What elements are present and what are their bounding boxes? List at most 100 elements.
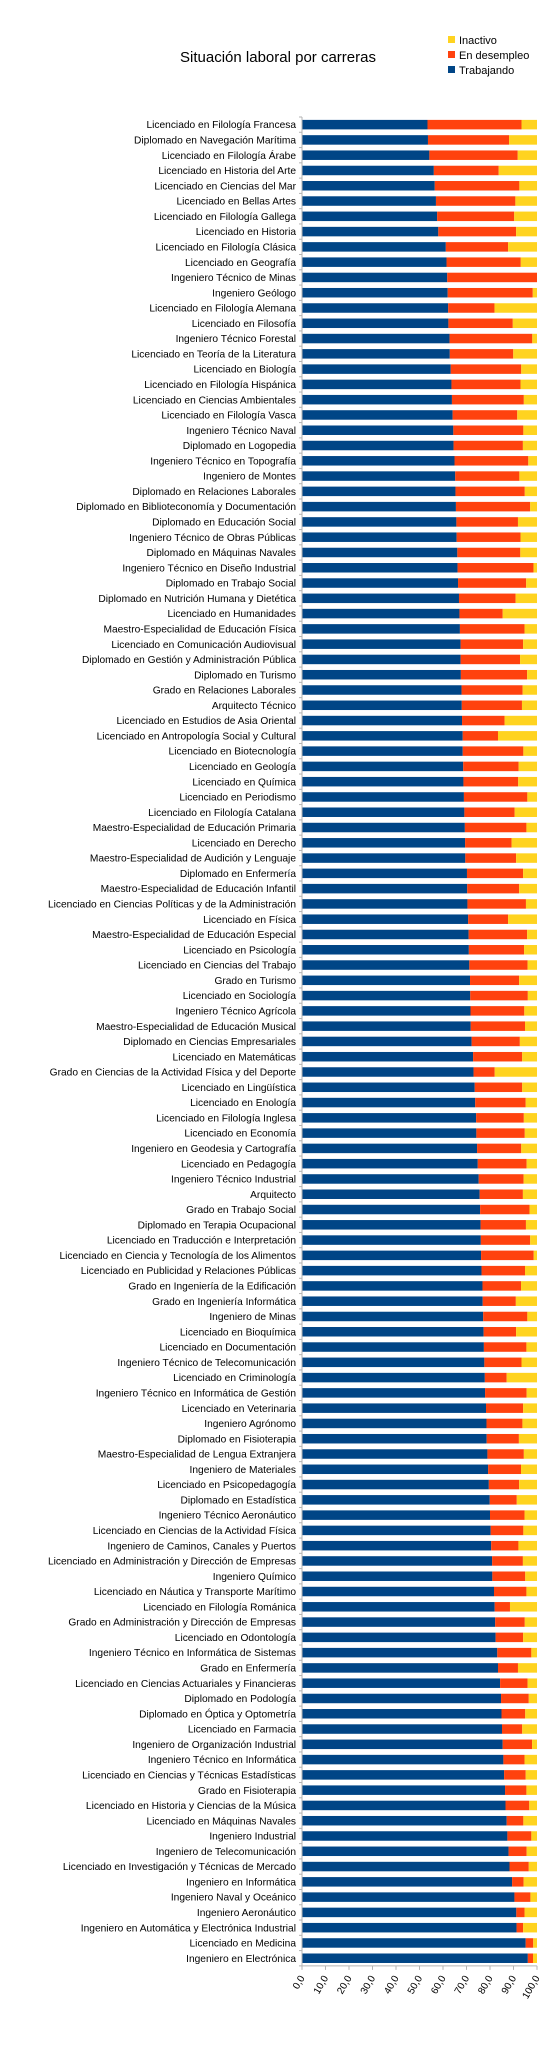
bar-segment-trabajando [302,685,462,695]
y-tick-label: Licenciado en Antropología Social y Cult… [97,731,296,742]
bar-segment-inactivo [519,1036,537,1047]
y-tick-label: Ingeniero Técnico de Obras Públicas [129,533,296,544]
bar-segment-inactivo [523,1113,537,1123]
bar-segment-inactivo [524,1510,537,1520]
bar-segment-trabajando [302,1281,483,1291]
bar-segment-inactivo [518,761,537,772]
bar-segment-en-desempleo [476,1113,524,1123]
chart-legend: Inactivo En desempleo Trabajando [448,35,529,77]
bar-segment-trabajando [302,792,464,802]
y-tick-label: Diplomado en Trabajo Social [166,579,296,590]
y-tick-label: Licenciado en Geografía [185,258,296,269]
y-tick-label: Diplomado en Nutrición Humana y Dietétic… [98,594,296,605]
x-tick-label: 0,0 [291,1974,308,1992]
bar-segment-inactivo [527,1678,537,1688]
bar-segment-inactivo [525,1021,537,1031]
bar-segment-trabajando [302,1510,490,1520]
y-tick-label: Grado en Fisioterapia [198,1786,296,1797]
y-tick-label: Licenciado en Física [203,915,296,926]
bar-segment-trabajando [302,1540,492,1551]
bar-segment-trabajando [302,1006,471,1016]
bar-segment-en-desempleo [502,1739,533,1750]
bar-segment-inactivo [524,1006,537,1016]
bar-segment-en-desempleo [478,1174,524,1184]
bar-segment-trabajando [302,547,458,558]
bar-segment-en-desempleo [508,1846,527,1857]
bar-segment-en-desempleo [503,1754,525,1765]
bar-segment-en-desempleo [480,1204,530,1215]
bar-segment-en-desempleo [477,1158,527,1169]
bar-segment-en-desempleo [482,1296,516,1306]
bar-segment-trabajando [302,1586,494,1597]
bar-segment-inactivo [521,364,537,374]
bar-segment-en-desempleo [473,1051,523,1062]
bar-segment-trabajando [302,1250,482,1261]
legend-swatch [448,51,455,58]
bar-segment-en-desempleo [500,1678,528,1688]
bar-segment-en-desempleo [459,608,503,619]
bar-segment-en-desempleo [456,532,521,542]
bar-segment-inactivo [497,731,537,741]
bar-segment-inactivo [527,669,537,680]
bar-segment-trabajando [302,440,454,451]
bar-segment-inactivo [523,1174,537,1184]
y-tick-label: Arquitecto [250,1190,296,1201]
y-tick-label: Licenciado en Psicología [183,945,296,956]
bar-segment-trabajando [302,456,455,466]
bar-segment-trabajando [302,1678,501,1688]
bar-segment-inactivo [523,746,537,756]
y-axis-labels: Licenciado en Filología Francesa Diplomad… [48,120,297,1965]
y-tick-label: Licenciado en Ciencias Ambientales [133,395,296,406]
bar-segment-en-desempleo [495,1617,525,1627]
bar-segment-inactivo [532,1739,537,1750]
y-tick-label: Ingeniero de Montes [203,472,296,483]
bar-segment-inactivo [523,1815,537,1826]
bar-segment-en-desempleo [483,1342,527,1352]
bar-segment-inactivo [523,394,537,405]
y-tick-label: Licenciado en Filología Clásica [156,242,297,253]
y-tick-label: Maestro-Especialidad de Audición y Lengu… [90,854,296,865]
bar-segment-en-desempleo [486,1403,524,1413]
bar-segment-trabajando [302,1479,489,1490]
bar-segment-en-desempleo [460,639,524,649]
bar-segment-trabajando [302,1433,487,1444]
bar-segment-trabajando [302,593,459,604]
bar-segment-inactivo [515,196,537,206]
bar-segment-trabajando [302,883,468,894]
bar-segment-inactivo [509,135,537,145]
y-tick-label: Licenciado en Farmacia [188,1725,296,1736]
bar-segment-inactivo [513,349,537,359]
y-tick-label: Licenciado en Filología Hispánica [144,380,296,391]
bar-segment-inactivo [508,242,537,252]
bar-segment-en-desempleo [497,1663,518,1673]
bar-segment-trabajando [302,1158,478,1169]
bar-segment-en-desempleo [468,945,525,955]
y-tick-label: Licenciado en Pedagogía [181,1159,296,1170]
y-tick-label: Licenciado en Filología Árabe [162,149,297,162]
bar-segment-inactivo [525,1770,537,1780]
bar-segment-inactivo [517,410,537,420]
bar-segment-trabajando [302,822,465,833]
bar-segment-en-desempleo [477,1143,522,1154]
bar-segment-en-desempleo [463,776,519,787]
bar-segment-inactivo [521,1281,537,1291]
y-tick-label: Ingeniero Técnico en Informática de Gest… [96,1388,296,1399]
bar-segment-inactivo [527,929,537,940]
y-tick-label: Licenciado en Historia [196,227,297,238]
y-tick-label: Ingeniero de Minas [209,1312,296,1323]
bar-segment-inactivo [526,1342,537,1352]
bar-segment-en-desempleo [505,1800,530,1811]
bar-segment-en-desempleo [452,410,518,420]
bar-segment-en-desempleo [488,1464,522,1475]
bar-segment-en-desempleo [504,1770,526,1780]
bar-segment-trabajando [302,1846,509,1857]
bar-segment-en-desempleo [480,1235,531,1245]
bar-segment-en-desempleo [456,517,518,527]
bar-segment-trabajando [302,1632,496,1643]
y-tick-label: Maestro-Especialidad de Educación Infant… [101,884,296,895]
bar-segment-trabajando [302,1021,471,1031]
bar-segment-en-desempleo [483,1311,528,1322]
bar-segment-en-desempleo [457,563,534,573]
bar-segment-inactivo [526,1785,537,1795]
bar-segment-en-desempleo [451,379,521,390]
